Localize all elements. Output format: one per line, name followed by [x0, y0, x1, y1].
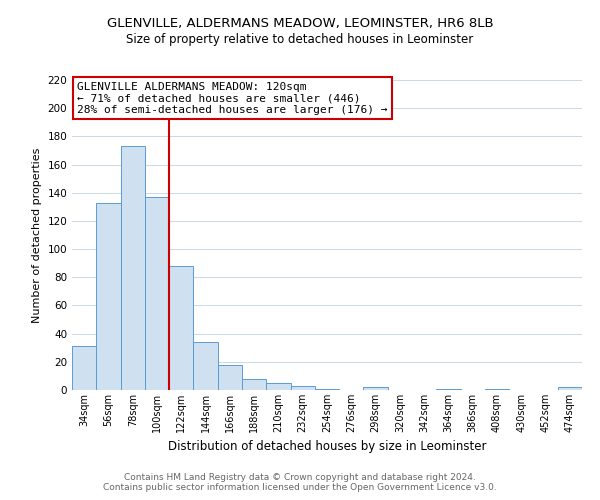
Bar [315, 388, 339, 390]
Text: Size of property relative to detached houses in Leominster: Size of property relative to detached ho… [127, 32, 473, 46]
Bar [96, 202, 121, 390]
Bar [485, 388, 509, 390]
Bar [218, 364, 242, 390]
X-axis label: Distribution of detached houses by size in Leominster: Distribution of detached houses by size … [168, 440, 486, 454]
Y-axis label: Number of detached properties: Number of detached properties [32, 148, 42, 322]
Bar [558, 387, 582, 390]
Text: Contains HM Land Registry data © Crown copyright and database right 2024.
Contai: Contains HM Land Registry data © Crown c… [103, 473, 497, 492]
Bar [364, 387, 388, 390]
Bar [145, 197, 169, 390]
Bar [121, 146, 145, 390]
Bar [290, 386, 315, 390]
Text: GLENVILLE ALDERMANS MEADOW: 120sqm
← 71% of detached houses are smaller (446)
28: GLENVILLE ALDERMANS MEADOW: 120sqm ← 71%… [77, 82, 388, 115]
Bar [242, 378, 266, 390]
Bar [266, 383, 290, 390]
Bar [72, 346, 96, 390]
Bar [169, 266, 193, 390]
Bar [193, 342, 218, 390]
Bar [436, 388, 461, 390]
Text: GLENVILLE, ALDERMANS MEADOW, LEOMINSTER, HR6 8LB: GLENVILLE, ALDERMANS MEADOW, LEOMINSTER,… [107, 18, 493, 30]
